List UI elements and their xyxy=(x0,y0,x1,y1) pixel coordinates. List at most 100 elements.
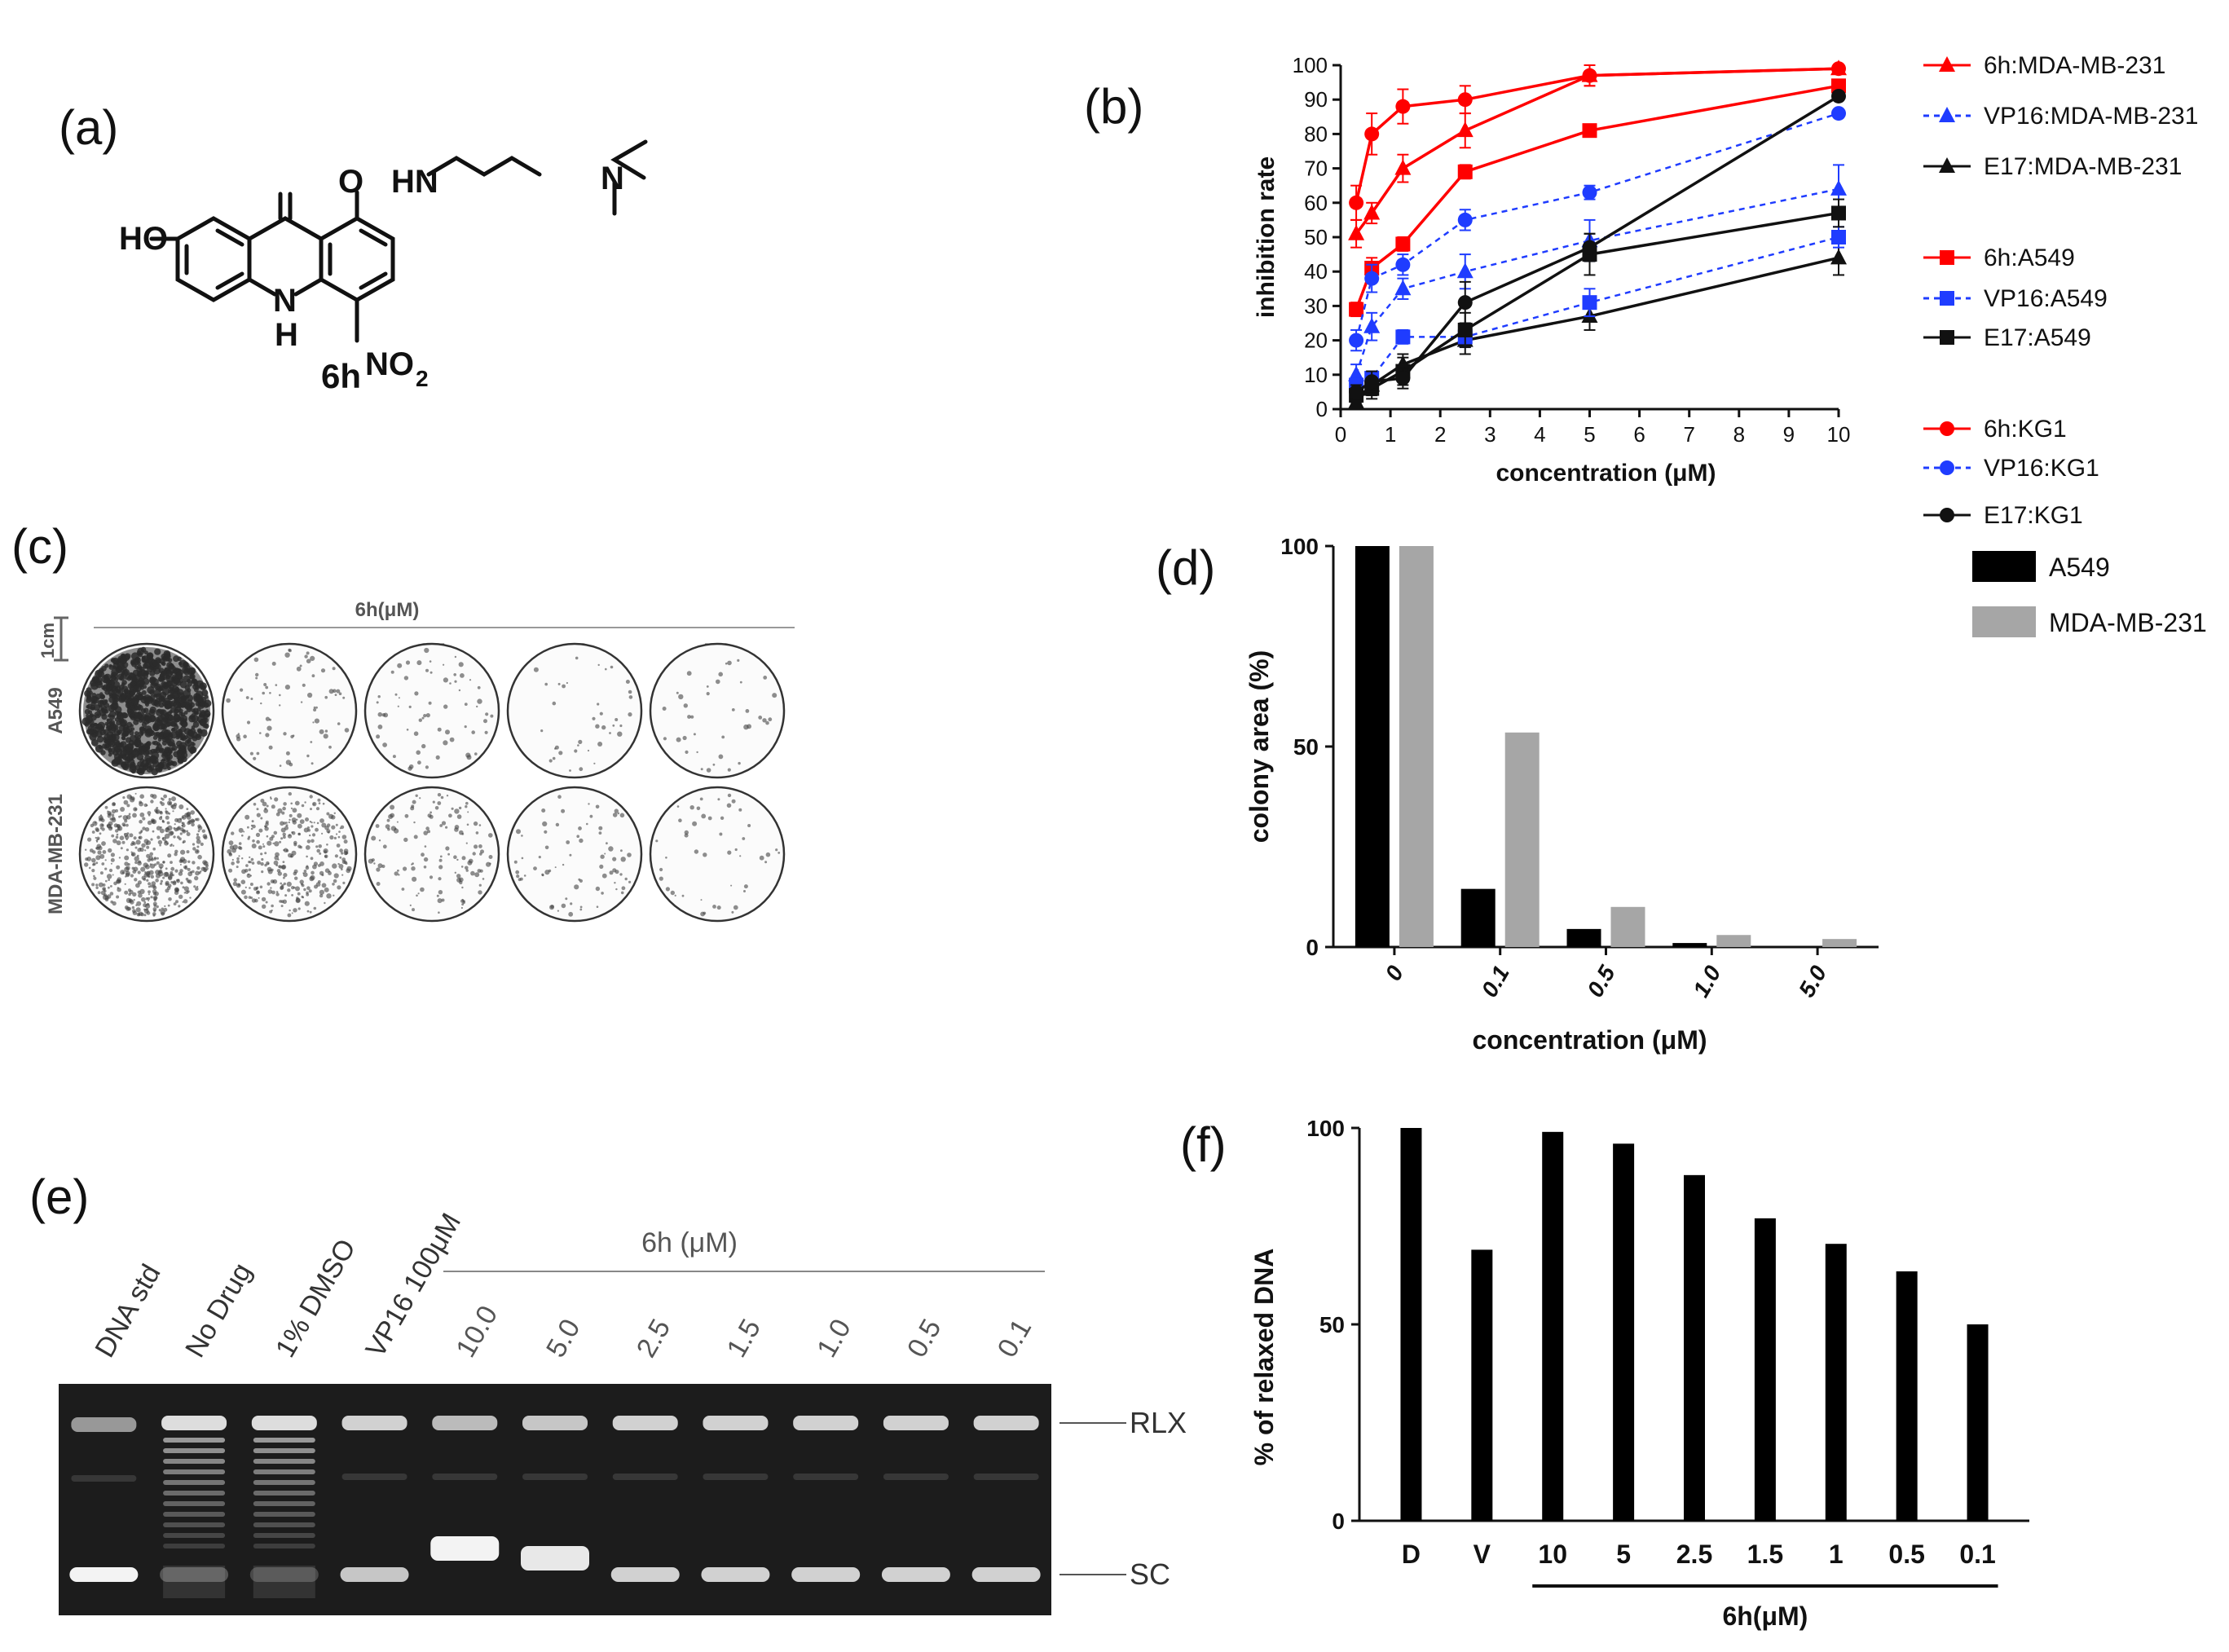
c-colony xyxy=(272,842,275,844)
c-colony xyxy=(305,845,311,850)
c-colony xyxy=(148,875,151,879)
c-colony xyxy=(612,857,617,861)
c-colony xyxy=(470,870,475,876)
c-colony xyxy=(339,848,343,852)
c-colony xyxy=(317,798,321,802)
c-colony xyxy=(557,910,560,912)
b-x-tick-label: 0 xyxy=(1335,422,1346,447)
c-colony xyxy=(737,659,740,662)
e-band-supercoiled xyxy=(160,1567,229,1582)
c-colony xyxy=(132,870,137,874)
c-colony xyxy=(390,804,395,810)
c-colony xyxy=(182,829,186,833)
c-colony xyxy=(104,805,108,809)
c-colony xyxy=(163,907,168,912)
c-colony xyxy=(401,888,405,891)
e-lane-label: No Drug xyxy=(179,1258,258,1363)
b-data-point xyxy=(1582,185,1597,200)
c-colony xyxy=(311,833,316,837)
e-band-topoisomer xyxy=(253,1480,315,1485)
c-colony xyxy=(562,863,565,866)
c-colony xyxy=(309,821,312,823)
ring-nitrogen: N xyxy=(273,283,297,319)
c-colony xyxy=(425,826,430,830)
c-colony xyxy=(343,839,348,844)
f-x-tick-label: 1 xyxy=(1829,1540,1844,1569)
c-colony xyxy=(324,901,326,905)
b-legend-marker xyxy=(1940,460,1954,475)
c-colony xyxy=(131,840,135,845)
c-colony xyxy=(279,840,282,844)
c-colony xyxy=(262,904,267,909)
c-colony xyxy=(338,692,342,695)
c-colony xyxy=(521,835,523,837)
b-data-point xyxy=(1395,371,1411,386)
d-x-tick-label: 0 xyxy=(1380,961,1408,985)
b-legend-marker xyxy=(1940,291,1954,306)
c-colony xyxy=(292,808,297,813)
c-colony xyxy=(291,894,293,896)
c-colony xyxy=(333,836,337,839)
c-colony xyxy=(265,685,269,689)
c-colony xyxy=(561,903,566,909)
c-colony xyxy=(320,668,326,673)
c-colony xyxy=(368,858,373,864)
c-colony xyxy=(95,836,97,839)
c-colony xyxy=(104,859,107,861)
c-colony xyxy=(397,663,403,668)
c-colony xyxy=(120,807,126,812)
c-colony xyxy=(106,874,112,879)
c-colony xyxy=(541,873,544,876)
c-colony xyxy=(280,821,284,826)
c-colony xyxy=(179,832,183,835)
c-colony xyxy=(310,857,314,861)
c-colony xyxy=(417,892,420,895)
c-colony xyxy=(238,827,244,833)
c-colony xyxy=(341,852,344,855)
c-colony xyxy=(264,826,269,831)
c-colony xyxy=(293,869,298,874)
c-colony xyxy=(289,909,291,912)
c-colony xyxy=(670,890,675,896)
c-colony xyxy=(143,803,148,808)
c-colony xyxy=(158,863,164,869)
c-colony xyxy=(707,816,712,821)
c-colony xyxy=(284,894,288,897)
c-colony xyxy=(465,801,469,805)
c-colony xyxy=(719,832,723,836)
c-colony xyxy=(762,718,767,723)
c-colony xyxy=(156,861,160,865)
c-colony xyxy=(264,852,267,855)
c-colony xyxy=(318,844,323,848)
c-colony xyxy=(403,837,408,843)
c-colony xyxy=(480,849,484,854)
c-colony xyxy=(692,821,698,826)
c-colony xyxy=(417,760,421,765)
e-band-topoisomer xyxy=(163,1459,226,1464)
b-x-axis-label: concentration (μM) xyxy=(1496,460,1716,487)
c-plate xyxy=(363,642,500,779)
c-colony xyxy=(143,862,148,868)
b-data-point xyxy=(1831,88,1846,104)
e-band-topoisomer xyxy=(253,1459,315,1464)
c-colony xyxy=(398,697,400,699)
c-colony xyxy=(111,813,115,817)
c-colony xyxy=(674,894,676,896)
c-colony xyxy=(134,846,138,849)
e-band-relaxed xyxy=(71,1417,137,1432)
c-colony xyxy=(429,660,432,663)
c-colony xyxy=(489,862,491,865)
c-colony xyxy=(265,822,269,826)
c-colony xyxy=(460,866,464,868)
c-colony xyxy=(712,905,716,909)
c-colony xyxy=(415,794,418,797)
c-colony xyxy=(161,907,164,910)
c-colony xyxy=(290,807,293,809)
c-colony xyxy=(297,844,302,848)
c-colony xyxy=(445,846,450,851)
c-colony xyxy=(99,853,105,859)
c-colony xyxy=(451,807,454,810)
c-colony xyxy=(91,883,95,887)
c-colony xyxy=(453,855,457,859)
c-colony xyxy=(706,685,709,688)
